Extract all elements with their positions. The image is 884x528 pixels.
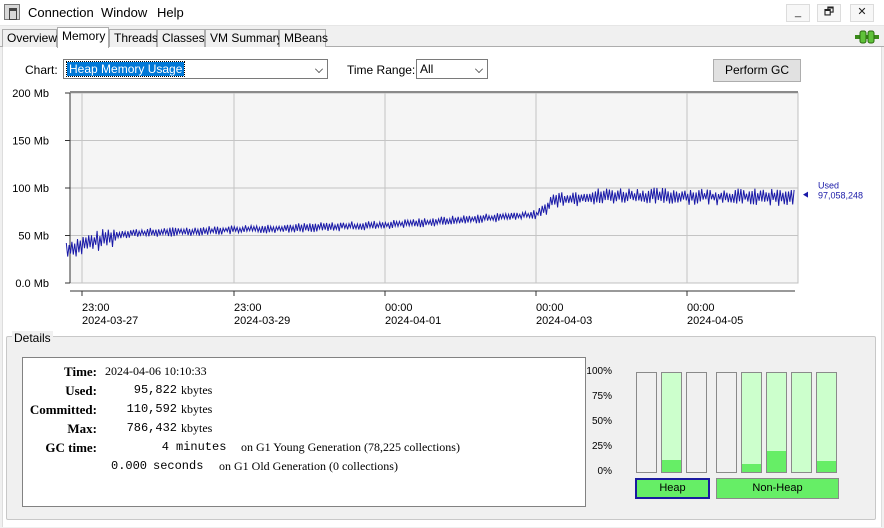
tab-underline [0, 46, 884, 47]
detail-row-gc-young: GC time: 4 minutes on G1 Young Generatio… [23, 440, 583, 459]
chart-select[interactable]: Heap Memory Usage [63, 59, 328, 79]
detail-label: Time: [64, 364, 97, 379]
jconsole-app-icon[interactable] [4, 4, 20, 20]
detail-rest: on G1 Old Generation (0 collections) [219, 459, 398, 473]
heap-pool-bar-1[interactable] [661, 372, 682, 473]
detail-label: Used: [65, 383, 97, 398]
detail-unit: kbytes [181, 383, 213, 397]
restore-icon[interactable]: 🗗 [817, 4, 841, 22]
chevron-down-icon [315, 65, 323, 73]
perform-gc-button[interactable]: Perform GC [713, 59, 801, 82]
menu-window[interactable]: Window [101, 5, 148, 20]
tab-overview[interactable]: Overview [2, 29, 57, 47]
y-tick-label: 150 Mb [12, 136, 49, 148]
x-tick-time: 23:00 [234, 302, 262, 314]
time-range-select[interactable]: All [416, 59, 488, 79]
x-tick-time: 23:00 [82, 302, 110, 314]
y-tick-label: 0.0 Mb [15, 278, 49, 290]
detail-value: 2024-04-06 10:10:33 [105, 364, 207, 378]
pct-tick: 25% [591, 441, 612, 452]
detail-number: 95,822 [133, 383, 177, 397]
tab-mbeans[interactable]: MBeans [279, 29, 328, 47]
pct-tick: 50% [591, 416, 612, 427]
detail-row-max: Max: 786,432 kbytes [23, 421, 583, 440]
detail-number: 0.000 [111, 459, 148, 473]
x-tick-date: 2024-04-01 [385, 315, 441, 327]
x-tick-time: 00:00 [385, 302, 413, 314]
tab-classes[interactable]: Classes [157, 29, 205, 47]
pct-tick: 100% [586, 366, 612, 377]
details-title: Details [12, 331, 53, 345]
nonheap-pool-bar-2[interactable] [766, 372, 787, 473]
chart-label: Chart: [25, 63, 58, 77]
close-icon[interactable]: ✕ [850, 4, 874, 22]
pct-tick: 0% [597, 466, 612, 477]
nonheap-pool-bar-1[interactable] [741, 372, 762, 473]
detail-row-used: Used: 95,822 kbytes [23, 383, 583, 402]
details-box: Time: 2024-04-06 10:10:33 Used: 95,822 k… [22, 357, 586, 507]
menu-bar: Connection Window Help _ 🗗 ✕ [0, 0, 884, 26]
nonheap-pool-bar-4[interactable] [816, 372, 837, 473]
detail-number: 4 [161, 440, 169, 454]
menu-connection[interactable]: Connection [28, 5, 94, 20]
current-value-number: 97,058,248 [818, 191, 863, 201]
time-range-label: Time Range: [347, 63, 416, 77]
chevron-down-icon [475, 65, 483, 73]
series-used-line [65, 187, 795, 257]
tab-threads[interactable]: Threads [109, 29, 158, 47]
detail-row-gc-old: 0.000 seconds on G1 Old Generation (0 co… [23, 459, 583, 478]
memory-pools-panel: 100% 75% 50% 25% 0% Heap Non-Heap [586, 358, 876, 508]
connection-status-icon[interactable] [855, 29, 879, 45]
current-value-marker [803, 191, 808, 198]
pool-fill [742, 464, 761, 472]
x-tick-date: 2024-03-29 [234, 315, 290, 327]
x-axis: 23:002024-03-2723:002024-03-2900:002024-… [70, 290, 795, 327]
menu-help[interactable]: Help [157, 5, 184, 20]
tab-memory[interactable]: Memory [57, 27, 109, 48]
tab-vm-summary[interactable]: VM Summary [205, 29, 283, 47]
time-range-value: All [420, 62, 434, 76]
pct-tick: 75% [591, 391, 612, 402]
heap-legend-button[interactable]: Heap [635, 478, 710, 499]
x-tick-time: 00:00 [536, 302, 564, 314]
y-tick-label: 200 Mb [12, 88, 49, 100]
detail-unit: kbytes [181, 421, 213, 435]
detail-row-committed: Committed: 110,592 kbytes [23, 402, 583, 421]
y-axis: 200 Mb 150 Mb 100 Mb 50 Mb 0.0 Mb [12, 88, 71, 290]
nonheap-pool-bar-0[interactable] [716, 372, 737, 473]
pool-fill [817, 461, 836, 472]
pool-fill [767, 451, 786, 472]
minimize-icon[interactable]: _ [786, 4, 810, 22]
detail-number: 786,432 [126, 421, 177, 435]
x-tick-date: 2024-04-05 [687, 315, 743, 327]
detail-unit: minutes [176, 440, 227, 454]
detail-number: 110,592 [126, 402, 177, 416]
current-value-label: Used [818, 181, 839, 191]
x-tick-date: 2024-03-27 [82, 315, 138, 327]
nonheap-pool-bar-3[interactable] [791, 372, 812, 473]
detail-label: GC time: [45, 440, 97, 455]
detail-unit: kbytes [181, 402, 213, 416]
detail-row-time: Time: 2024-04-06 10:10:33 [23, 364, 583, 383]
x-tick-date: 2024-04-03 [536, 315, 592, 327]
detail-unit: seconds [153, 459, 204, 473]
chart-select-value: Heap Memory Usage [65, 61, 186, 77]
y-tick-label: 50 Mb [18, 231, 49, 243]
detail-rest: on G1 Young Generation (78,225 collectio… [241, 440, 460, 454]
nonheap-legend-button[interactable]: Non-Heap [716, 478, 839, 499]
detail-label: Committed: [29, 402, 97, 417]
heap-pool-bar-2[interactable] [686, 372, 707, 473]
pool-fill [662, 460, 681, 472]
heap-pool-bar-0[interactable] [636, 372, 657, 473]
y-tick-label: 100 Mb [12, 183, 49, 195]
detail-label: Max: [67, 421, 97, 436]
x-tick-time: 00:00 [687, 302, 715, 314]
details-frame [6, 336, 876, 520]
